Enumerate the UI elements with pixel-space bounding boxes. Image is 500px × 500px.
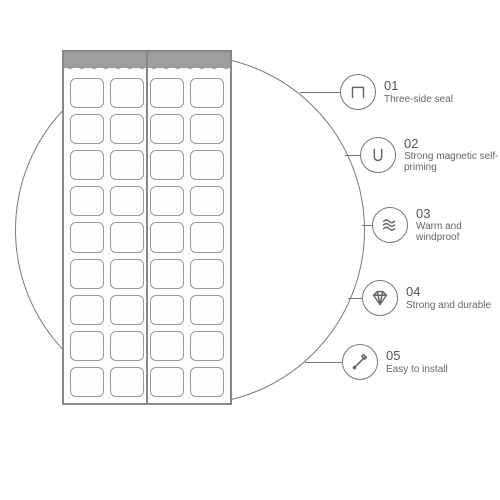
- feature-number: 01: [384, 79, 453, 93]
- feature-text: 04Strong and durable: [406, 285, 491, 310]
- pattern-tile: [150, 259, 184, 289]
- pattern-tile: [150, 150, 184, 180]
- feature-desc: Three-side seal: [384, 94, 453, 105]
- feature-desc: Easy to install: [386, 364, 448, 375]
- pattern-tile: [70, 78, 104, 108]
- pattern-tile: [110, 114, 144, 144]
- feature-number: 02: [404, 137, 500, 151]
- pattern-tile: [150, 186, 184, 216]
- connector-line: [305, 362, 342, 363]
- diagram-canvas: 01Three-side seal 02Strong magnetic self-…: [0, 0, 500, 500]
- pattern-tile: [110, 331, 144, 361]
- pattern-tile: [70, 259, 104, 289]
- feature-number: 05: [386, 349, 448, 363]
- connector-line: [300, 92, 340, 93]
- connector-line: [345, 155, 360, 156]
- pattern-tile: [190, 367, 224, 397]
- pattern-tile: [190, 186, 224, 216]
- pattern-tile: [190, 259, 224, 289]
- pattern-tile: [70, 114, 104, 144]
- pattern-tile: [150, 331, 184, 361]
- pattern-tile: [190, 114, 224, 144]
- feature-item: 04Strong and durable: [362, 280, 491, 316]
- pattern-tile: [70, 150, 104, 180]
- pattern-tile: [150, 367, 184, 397]
- feature-desc: Strong magnetic self-priming: [404, 151, 500, 173]
- pattern-tile: [190, 295, 224, 325]
- pattern-tile: [190, 78, 224, 108]
- pattern-tile: [70, 222, 104, 252]
- pattern-tile: [110, 295, 144, 325]
- seal-icon: [340, 74, 376, 110]
- pattern-tile: [70, 331, 104, 361]
- pattern-tile: [150, 295, 184, 325]
- feature-item: 05Easy to install: [342, 344, 448, 380]
- pattern-tile: [110, 150, 144, 180]
- pattern-tile: [70, 367, 104, 397]
- pattern-tile: [110, 186, 144, 216]
- magnet-icon: [360, 137, 396, 173]
- feature-item: 02Strong magnetic self-priming: [360, 137, 500, 173]
- feature-number: 03: [416, 207, 500, 221]
- feature-text: 03Warm and windproof: [416, 207, 500, 243]
- pattern-tile: [110, 259, 144, 289]
- wind-icon: [372, 207, 408, 243]
- feature-number: 04: [406, 285, 491, 299]
- connector-line: [362, 225, 372, 226]
- connector-line: [348, 298, 362, 299]
- feature-text: 02Strong magnetic self-priming: [404, 137, 500, 173]
- door-center-seam: [146, 52, 148, 403]
- pattern-tile: [190, 150, 224, 180]
- feature-text: 01Three-side seal: [384, 79, 453, 104]
- pattern-tile: [150, 78, 184, 108]
- tools-icon: [342, 344, 378, 380]
- pattern-tile: [150, 114, 184, 144]
- feature-text: 05Easy to install: [386, 349, 448, 374]
- feature-desc: Warm and windproof: [416, 221, 500, 243]
- feature-item: 01Three-side seal: [340, 74, 453, 110]
- pattern-tile: [70, 186, 104, 216]
- pattern-tile: [110, 78, 144, 108]
- pattern-tile: [70, 295, 104, 325]
- pattern-tile: [190, 222, 224, 252]
- pattern-tile: [190, 331, 224, 361]
- door-curtain: [62, 50, 232, 405]
- pattern-tile: [110, 367, 144, 397]
- pattern-tile: [110, 222, 144, 252]
- feature-item: 03Warm and windproof: [372, 207, 500, 243]
- diamond-icon: [362, 280, 398, 316]
- feature-desc: Strong and durable: [406, 300, 491, 311]
- pattern-tile: [150, 222, 184, 252]
